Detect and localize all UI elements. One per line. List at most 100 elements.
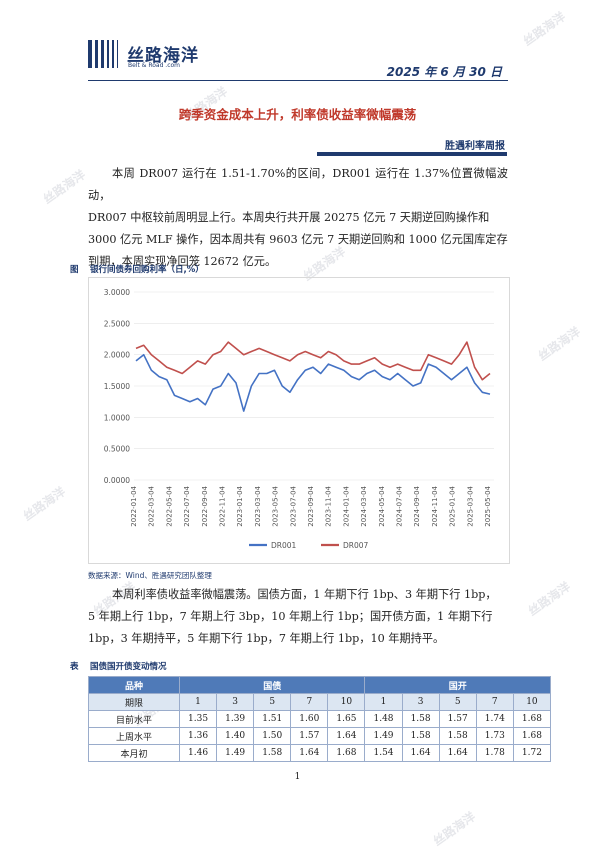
term-cell: 1 — [178, 693, 218, 711]
series-line-dr001 — [135, 353, 491, 412]
value-cell: 1.58 — [401, 727, 440, 745]
value-cell: 1.72 — [512, 744, 552, 762]
logo-subtitle: Belt & Road .com — [128, 62, 181, 69]
bond-table: 品种 国债 国开 期限 1 3 5 7 10 1 3 5 7 10 目前水平 1… — [88, 676, 552, 762]
watermark: 丝路海洋 — [430, 809, 478, 849]
x-tick-label: 2025-01-04 — [449, 485, 457, 526]
value-cell: 1.74 — [475, 710, 514, 728]
x-tick-label: 2022-07-04 — [183, 485, 191, 526]
logo-mark-icon — [88, 40, 118, 68]
paragraph-line: 3000 亿元 MLF 操作，因本周共有 9603 亿元 7 天期逆回购和 10… — [88, 233, 508, 246]
rate-chart: 3.0000 2.5000 2.0000 1.5000 1.0000 0.5000 0.00… — [104, 288, 494, 550]
value-cell: 1.58 — [438, 727, 477, 745]
term-cell: 10 — [512, 693, 552, 711]
y-tick-label: 3.0000 — [104, 288, 130, 297]
series-line-dr007 — [135, 341, 491, 381]
y-tick-label: 0.0000 — [104, 476, 130, 485]
value-cell: 1.50 — [253, 727, 292, 745]
value-cell: 1.68 — [327, 744, 366, 762]
table-row: 上周水平 1.36 1.40 1.50 1.57 1.64 1.49 1.58 … — [88, 727, 552, 745]
term-cell: 7 — [475, 693, 514, 711]
x-tick-label: 2024-09-04 — [413, 485, 421, 526]
x-tick-label: 2022-03-04 — [148, 485, 156, 526]
x-tick-label: 2024-05-04 — [378, 485, 386, 526]
value-cell: 1.78 — [475, 744, 514, 762]
value-cell: 1.39 — [216, 710, 255, 728]
y-tick-label: 1.5000 — [104, 382, 130, 391]
value-cell: 1.57 — [438, 710, 477, 728]
legend-label: DR001 — [271, 541, 297, 550]
value-cell: 1.58 — [401, 710, 440, 728]
term-cell: 3 — [401, 693, 440, 711]
paragraph-line: 到期，本周实现净回笼 12672 亿元。 — [88, 255, 277, 268]
x-tick-label: 2025-03-04 — [466, 485, 474, 526]
row-label: 上周水平 — [88, 727, 180, 745]
row-label: 本月初 — [88, 744, 180, 762]
x-tick-label: 2023-07-04 — [289, 485, 297, 526]
y-tick-label: 2.5000 — [104, 319, 130, 328]
table-caption: 国债国开债变动情况 — [90, 662, 167, 672]
x-tick-label: 2024-07-04 — [396, 485, 404, 526]
x-tick-label: 2024-11-04 — [431, 485, 439, 526]
watermark: 丝路海洋 — [525, 579, 573, 619]
header-cell: 品种 — [88, 676, 180, 694]
header-rule — [88, 80, 508, 81]
header-cell: 国开 — [364, 676, 551, 694]
term-cell: 5 — [253, 693, 292, 711]
paragraph-line: 本周利率债收益率微幅震荡。国债方面，1 年期下行 1bp、3 年期下行 1bp， — [112, 588, 497, 601]
value-cell: 1.36 — [178, 727, 218, 745]
value-cell: 1.65 — [327, 710, 366, 728]
x-tick-label: 2022-09-04 — [201, 485, 209, 526]
value-cell: 1.58 — [253, 744, 292, 762]
paragraph-line: DR007 中枢较前周明显上行。本周央行共开展 20275 亿元 7 天期逆回购… — [88, 211, 490, 224]
value-cell: 1.35 — [178, 710, 218, 728]
x-tick-label: 2023-01-04 — [236, 485, 244, 526]
row-label: 目前水平 — [88, 710, 180, 728]
x-tick-label: 2023-03-04 — [254, 485, 262, 526]
paragraph-2: 本周利率债收益率微幅震荡。国债方面，1 年期下行 1bp、3 年期下行 1bp，… — [88, 584, 508, 650]
value-cell: 1.40 — [216, 727, 255, 745]
value-cell: 1.64 — [290, 744, 329, 762]
table-row: 本月初 1.46 1.49 1.58 1.64 1.68 1.54 1.64 1… — [88, 744, 552, 762]
report-date: 2025 年 6 月 30 日 — [386, 65, 502, 79]
value-cell: 1.54 — [364, 744, 403, 762]
page-title: 跨季资金成本上升，利率债收益率微幅震荡 — [178, 107, 417, 122]
chart-frame: 3.0000 2.5000 2.0000 1.5000 1.0000 0.5000 0.00… — [88, 277, 510, 564]
watermark: 丝路海洋 — [520, 9, 568, 49]
paragraph-1: 本周 DR007 运行在 1.51-1.70%的区间，DR001 运行在 1.3… — [88, 163, 508, 273]
x-tick-label: 2022-05-04 — [165, 485, 173, 526]
value-cell: 1.73 — [475, 727, 514, 745]
section-title: 胜遇利率周报 — [445, 141, 505, 152]
term-cell: 10 — [327, 693, 366, 711]
watermark: 丝路海洋 — [535, 324, 583, 364]
value-cell: 1.68 — [512, 710, 552, 728]
table-header-row: 品种 国债 国开 — [88, 676, 551, 694]
value-cell: 1.57 — [290, 727, 329, 745]
paragraph-line: 本周 DR007 运行在 1.51-1.70%的区间，DR001 运行在 1.3… — [88, 167, 508, 202]
watermark: 丝路海洋 — [20, 484, 68, 524]
value-cell: 1.46 — [178, 744, 218, 762]
x-tick-label: 2025-05-04 — [484, 485, 492, 526]
y-tick-label: 0.5000 — [104, 445, 130, 454]
value-cell: 1.64 — [401, 744, 440, 762]
x-tick-label: 2023-09-04 — [307, 485, 315, 526]
terms-label: 期限 — [88, 693, 180, 711]
value-cell: 1.64 — [327, 727, 366, 745]
value-cell: 1.64 — [438, 744, 477, 762]
value-cell: 1.49 — [364, 727, 403, 745]
x-tick-label: 2024-01-04 — [342, 485, 350, 526]
value-cell: 1.49 — [216, 744, 255, 762]
term-cell: 1 — [364, 693, 403, 711]
term-cell: 7 — [290, 693, 329, 711]
header-cell: 国债 — [178, 676, 366, 694]
value-cell: 1.68 — [512, 727, 552, 745]
term-cell: 3 — [216, 693, 255, 711]
paragraph-line: 5 年期上行 1bp，7 年期上行 3bp，10 年期上行 1bp；国开债方面，… — [88, 610, 493, 623]
y-tick-label: 1.0000 — [104, 413, 130, 422]
x-tick-label: 2022-11-04 — [219, 485, 227, 526]
x-tick-label: 2023-05-04 — [272, 485, 280, 526]
value-cell: 1.60 — [290, 710, 329, 728]
table-label: 表 — [70, 662, 79, 672]
legend-label: DR007 — [343, 541, 369, 550]
x-tick-label: 2023-11-04 — [325, 485, 333, 526]
